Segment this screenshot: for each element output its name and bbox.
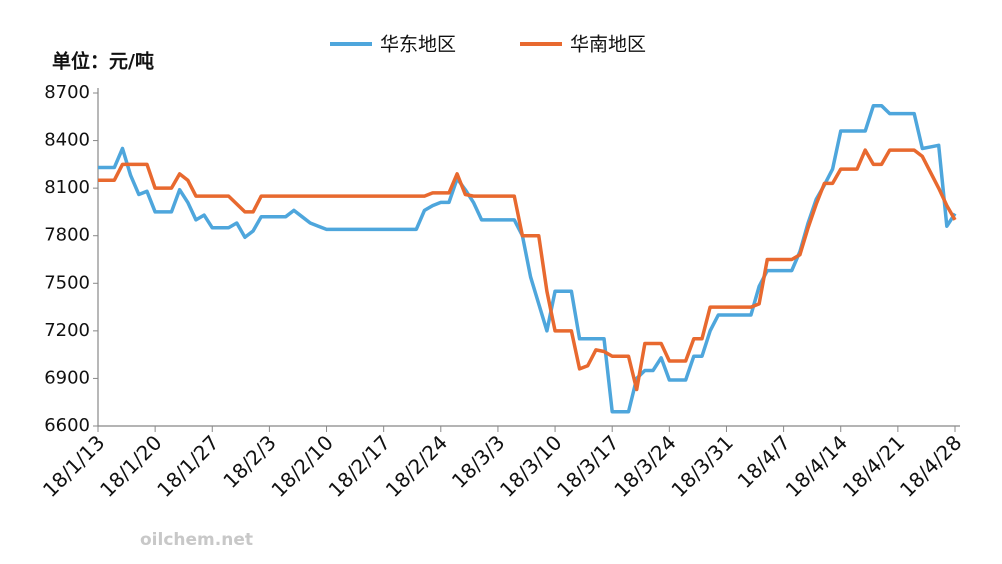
x-tick-label: 18/2/24 <box>381 430 452 501</box>
x-tick-label: 18/2/10 <box>266 430 337 501</box>
x-tick-label: 18/2/17 <box>324 430 395 501</box>
legend-label: 华东地区 <box>380 34 456 56</box>
y-tick-label: 7500 <box>44 272 90 293</box>
x-tick-label: 18/3/24 <box>609 430 680 501</box>
y-tick-label: 8700 <box>44 82 90 103</box>
y-tick-label: 8100 <box>44 177 90 198</box>
series-line <box>98 148 957 392</box>
y-tick-label: 6600 <box>44 415 90 436</box>
series-line <box>98 103 957 414</box>
legend-label: 华南地区 <box>570 34 646 56</box>
x-tick-label: 18/4/28 <box>895 430 966 501</box>
x-tick-label: 18/1/13 <box>38 430 109 501</box>
x-tick-label: 18/4/14 <box>781 430 852 501</box>
x-tick-label: 18/4/21 <box>838 430 909 501</box>
x-tick-label: 18/3/17 <box>552 430 623 501</box>
y-tick-label: 8400 <box>44 130 90 151</box>
y-tick-label: 7800 <box>44 225 90 246</box>
x-tick-label: 18/1/27 <box>152 430 223 501</box>
unit-label: 单位：元/吨 <box>52 50 154 73</box>
watermark: oilchem.net <box>140 530 253 550</box>
y-tick-label: 7200 <box>44 320 90 341</box>
x-tick-label: 18/3/10 <box>495 430 566 501</box>
y-tick-label: 6900 <box>44 367 90 388</box>
x-tick-label: 18/1/20 <box>95 430 166 501</box>
x-tick-label: 18/3/31 <box>666 430 737 501</box>
